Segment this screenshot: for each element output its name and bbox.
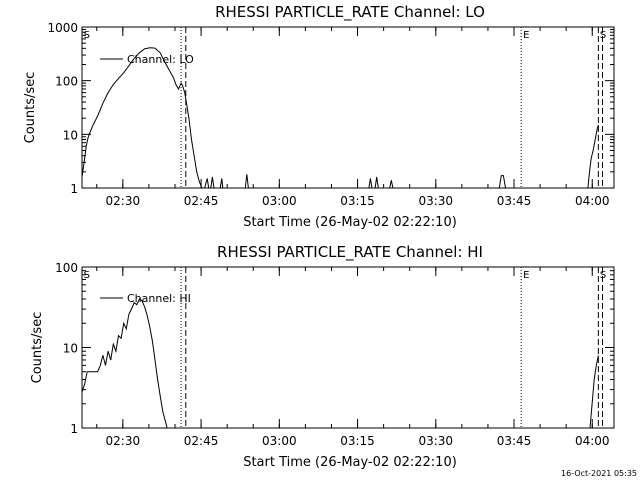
y-axis-label: Counts/sec — [30, 312, 45, 384]
x-tick-label: 03:45 — [497, 434, 532, 448]
x-tick-label: 02:45 — [184, 194, 219, 208]
axis-ticks: 02:30 02:45 03:00 03:15 03:30 03:45 04:00 1 10 10… — [55, 261, 614, 448]
corner-label: S — [84, 30, 90, 41]
corner-label: S — [600, 30, 606, 41]
series-line — [81, 47, 599, 189]
x-axis-label: Start Time (26-May-02 02:22:10) — [243, 215, 457, 230]
marker-label: E — [523, 270, 529, 281]
x-tick-label: 02:45 — [184, 434, 219, 448]
hi-channel-panel: RHESSI PARTICLE_RATE Channel: HI Start T… — [30, 243, 615, 470]
y-tick-label: 10 — [63, 128, 78, 142]
time-markers: E — [180, 27, 604, 188]
corner-label: S — [84, 270, 90, 281]
x-tick-label: 02:30 — [106, 434, 141, 448]
x-tick-label: 03:45 — [497, 194, 532, 208]
marker-label: E — [523, 30, 529, 41]
series-layer — [81, 298, 599, 429]
y-tick-label: 100 — [55, 75, 78, 89]
x-axis-label: Start Time (26-May-02 02:22:10) — [243, 455, 457, 470]
legend-entry: Channel: LO — [127, 53, 194, 66]
y-tick-label: 10 — [63, 342, 78, 356]
x-tick-label: 03:00 — [262, 434, 297, 448]
x-tick-label: 03:30 — [418, 434, 453, 448]
lo-channel-panel: RHESSI PARTICLE_RATE Channel: LO Start T… — [23, 3, 615, 230]
x-tick-label: 03:30 — [418, 194, 453, 208]
legend: Channel: LO — [100, 53, 194, 66]
x-tick-label: 03:15 — [340, 194, 375, 208]
series-line — [81, 298, 599, 429]
chart-title: RHESSI PARTICLE_RATE Channel: LO — [215, 3, 485, 22]
y-tick-label: 1000 — [47, 21, 78, 35]
legend-entry: Channel: HI — [127, 292, 191, 305]
chart-title: RHESSI PARTICLE_RATE Channel: HI — [217, 243, 483, 262]
corner-label: S — [600, 270, 606, 281]
x-tick-label: 03:00 — [262, 194, 297, 208]
axis-ticks: 02:30 02:45 03:00 03:15 03:30 03:45 04:00 1 10 10… — [47, 21, 614, 208]
x-tick-label: 04:00 — [575, 434, 610, 448]
y-tick-label: 1 — [70, 182, 78, 196]
legend: Channel: HI — [100, 292, 191, 305]
x-tick-label: 03:15 — [340, 434, 375, 448]
x-tick-label: 04:00 — [575, 194, 610, 208]
y-axis-label: Counts/sec — [23, 72, 38, 144]
x-tick-label: 02:30 — [106, 194, 141, 208]
time-markers: E — [180, 267, 604, 428]
series-layer — [81, 47, 599, 189]
footer-timestamp: 16-Oct-2021 05:35 — [561, 469, 637, 478]
y-tick-label: 100 — [55, 261, 78, 275]
y-tick-label: 1 — [70, 422, 78, 436]
